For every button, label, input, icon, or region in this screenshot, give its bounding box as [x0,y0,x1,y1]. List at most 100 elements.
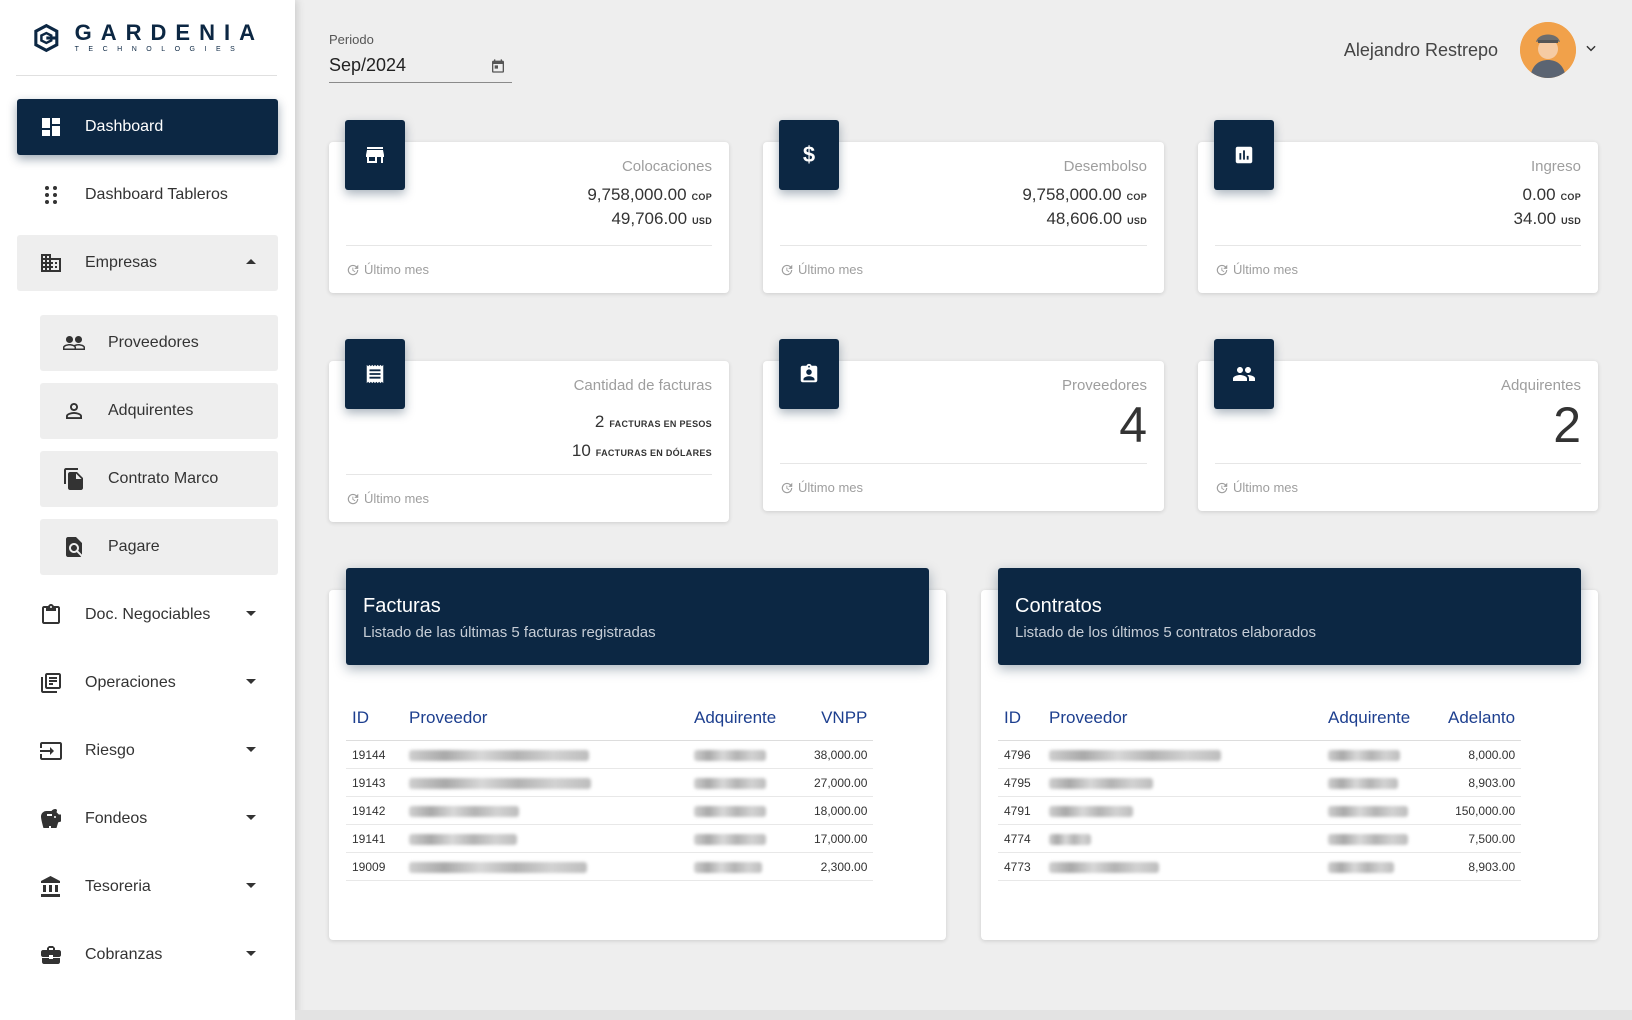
column-header-id[interactable]: ID [998,700,1043,741]
avatar-icon [1520,22,1576,78]
update-icon [1216,482,1228,493]
calendar-icon[interactable] [490,57,506,80]
chevron-down-icon [246,679,256,684]
cell-id: 4795 [998,768,1043,797]
table-row[interactable]: 4791 150,000.00 [998,796,1522,825]
period-label: Periodo [329,32,374,47]
sidebar-item-doc-negociables[interactable]: Doc. Negociables [17,587,278,643]
bar-chart-icon [1214,120,1274,190]
column-header-vnpp[interactable]: VNPP [808,700,874,741]
sidebar-item-fondeos[interactable]: Fondeos [17,791,278,847]
sidebar-item-label: Proveedores [108,334,199,351]
sidebar-item-dashboard-tableros[interactable]: Dashboard Tableros [17,167,278,223]
cell-proveedor-redacted [403,796,688,825]
cell-adelanto: 8,903.00 [1442,768,1522,797]
user-menu[interactable]: Alejandro Restrepo [1344,22,1598,78]
sidebar-item-riesgo[interactable]: Riesgo [17,723,278,779]
cell-adquirente-redacted [1322,796,1442,825]
cell-proveedor-redacted [403,740,688,769]
table-header-row: ID Proveedor Adquirente Adelanto [998,700,1522,741]
table-row[interactable]: 4774 7,500.00 [998,824,1522,853]
cell-id: 4791 [998,796,1043,825]
sidebar-item-pagare[interactable]: Pagare [40,519,278,575]
cell-adelanto: 8,000.00 [1442,740,1522,769]
cell-adquirente-redacted [1322,768,1442,797]
value-usd: 34.00 USD [1513,209,1581,228]
column-header-adquirente[interactable]: Adquirente [1322,700,1442,741]
sidebar-item-operaciones[interactable]: Operaciones [17,655,278,711]
sidebar-item-label: Adquirentes [108,402,194,419]
divider [16,75,277,76]
table-row[interactable]: 4795 8,903.00 [998,768,1522,797]
column-header-adelanto[interactable]: Adelanto [1442,700,1522,741]
update-icon [781,264,793,275]
sidebar-item-label: Empresas [85,254,158,271]
card-ingreso: Ingreso 0.00 COP 34.00 USD Último mes [1198,120,1598,293]
sidebar-item-label: Cobranzas [85,946,163,963]
cell-id: 19143 [346,768,403,797]
column-header-adquirente[interactable]: Adquirente [688,700,808,741]
sidebar-item-label: Fondeos [85,810,148,827]
brand-name: GARDENIA [74,20,264,45]
column-header-proveedor[interactable]: Proveedor [1043,700,1322,741]
chevron-down-icon[interactable] [1584,41,1598,60]
sidebar-item-cobranzas[interactable]: Cobranzas [17,927,278,983]
sidebar-item-adquirentes[interactable]: Adquirentes [40,383,278,439]
sidebar-item-proveedores[interactable]: Proveedores [40,315,278,371]
table-row[interactable]: 19142 18,000.00 [346,796,874,825]
card-proveedores: Proveedores 4 Último mes [763,339,1164,511]
cell-vnpp: 2,300.00 [808,852,874,881]
people-icon [62,331,86,355]
cell-adquirente-redacted [1322,740,1442,769]
sidebar-item-dashboard[interactable]: Dashboard [17,99,278,155]
card-title: Adquirentes [1500,377,1581,394]
column-header-proveedor[interactable]: Proveedor [403,700,688,741]
avatar[interactable] [1520,22,1576,78]
bank-icon [39,875,63,899]
receipt-icon [345,339,405,409]
table-row[interactable]: 19009 2,300.00 [346,852,874,881]
library-books-icon [39,671,63,695]
cell-adquirente-redacted [688,796,808,825]
table-row[interactable]: 19143 27,000.00 [346,768,874,797]
period-picker[interactable]: Periodo Sep/2024 [329,32,512,83]
table-row[interactable]: 19144 38,000.00 [346,740,874,769]
table-row[interactable]: 19141 17,000.00 [346,824,874,853]
card-title: Ingreso [1530,158,1581,175]
cell-proveedor-redacted [1043,740,1322,769]
table-header-row: ID Proveedor Adquirente VNPP [346,700,874,741]
horizontal-scrollbar[interactable] [295,1010,1632,1020]
card-cantidad-facturas: Cantidad de facturas 2 FACTURAS EN PESOS … [329,339,729,522]
card-title: Cantidad de facturas [573,377,712,394]
cell-id: 19141 [346,824,403,853]
column-header-id[interactable]: ID [346,700,403,741]
contratos-card-header: Contratos Listado de los últimos 5 contr… [998,568,1581,665]
proveedores-count: 4 [1119,397,1147,453]
contratos-table: ID Proveedor Adquirente Adelanto 4796 8,… [998,700,1522,881]
value-usd: 48,606.00 USD [1046,209,1147,228]
table-row[interactable]: 4796 8,000.00 [998,740,1522,769]
sidebar-item-empresas[interactable]: Empresas [17,235,278,291]
user-name: Alejandro Restrepo [1343,39,1498,60]
facturas-title: Facturas [363,595,441,617]
sidebar-item-label: Operaciones [85,674,176,691]
update-icon [781,482,793,493]
cell-proveedor-redacted [1043,824,1322,853]
sidebar-item-label: Riesgo [85,742,135,759]
card-title: Proveedores [1061,377,1147,394]
chevron-down-icon [246,815,256,820]
period-input[interactable]: Sep/2024 [329,55,512,83]
badge-icon [779,339,839,409]
table-row[interactable]: 4773 8,903.00 [998,852,1522,881]
brand-logo[interactable]: GARDENIA TECHNOLOGIES [34,16,264,60]
card-footer: Último mes [346,474,712,506]
sidebar-item-contrato-marco[interactable]: Contrato Marco [40,451,278,507]
store-icon [345,120,405,190]
sidebar-item-tesoreria[interactable]: Tesoreria [17,859,278,915]
sidebar: GARDENIA TECHNOLOGIES Dashboard Dashboar… [0,0,295,1020]
sidebar-item-label: Dashboard Tableros [85,186,228,203]
cell-vnpp: 38,000.00 [808,740,874,769]
facturas-table: ID Proveedor Adquirente VNPP 19144 38,00… [346,700,874,881]
business-icon [39,251,63,275]
adquirentes-count: 2 [1553,397,1581,453]
